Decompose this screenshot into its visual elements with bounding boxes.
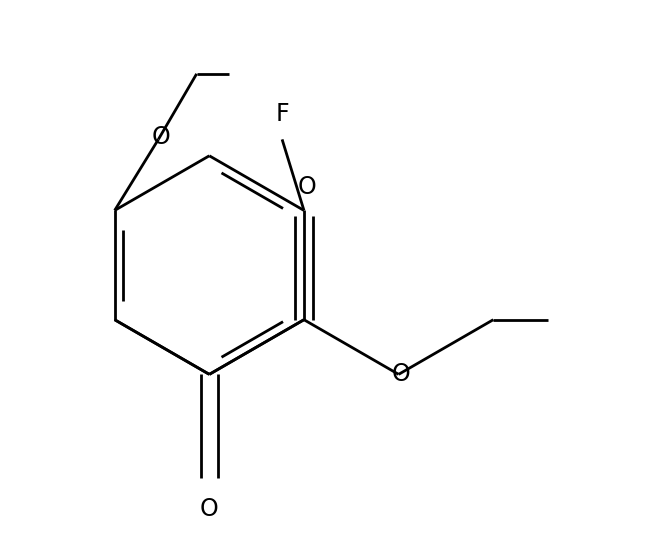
Text: O: O — [297, 176, 316, 199]
Text: O: O — [151, 125, 170, 148]
Text: F: F — [275, 102, 289, 126]
Text: O: O — [392, 362, 411, 386]
Text: O: O — [200, 497, 218, 521]
